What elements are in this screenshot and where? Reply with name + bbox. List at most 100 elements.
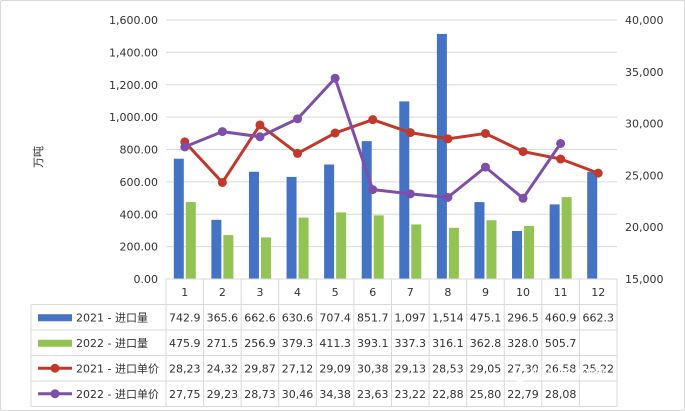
bar [373,215,384,279]
bar [324,164,335,279]
y-right-tick-label: 30,000 [625,118,664,131]
line-point [330,73,340,83]
bar [173,158,184,279]
category-label: 10 [516,286,530,299]
y-right-tick-label: 25,000 [625,169,664,182]
y-left-tick-label: 1,000.00 [109,111,158,124]
data-label: 328.0 [507,337,539,350]
y-left-tick-label: 600.00 [120,176,159,189]
bar [298,217,309,279]
bar [260,237,271,279]
y-left-tick-label: 800.00 [120,144,159,157]
line-point [368,115,378,125]
legend-key-marker [50,363,60,373]
legend-label: 2021 - 进口量 [76,311,148,324]
bar [336,212,347,279]
data-label: 296.5 [507,311,539,324]
data-label: 337.3 [395,337,427,350]
y-left-tick-label: 0.00 [134,273,159,286]
data-label: 24,32 [207,362,239,375]
category-label: 2 [219,286,226,299]
bar [211,219,222,279]
data-label: 27,12 [282,362,314,375]
bar [474,202,485,279]
data-label: 23,63 [357,388,389,401]
data-label: 25,80 [470,388,502,401]
data-label: 1,097 [395,311,427,324]
data-label: 26,58 [545,362,577,375]
data-label: 29,23 [207,388,239,401]
line-point [255,132,265,142]
data-label: 28,23 [169,362,201,375]
category-label: 9 [482,286,489,299]
category-label: 1 [181,286,188,299]
legend-label: 2022 - 进口单价 [76,388,159,401]
watermark-text: 奶业经济观察 [531,368,609,383]
data-label: 662.3 [582,311,614,324]
data-label: 28,53 [432,362,464,375]
line-point [405,189,415,199]
line-point [480,128,490,138]
data-label: 27,75 [169,388,201,401]
line-point [293,114,303,124]
data-label: 22,88 [432,388,464,401]
data-label: 630.6 [282,311,314,324]
bar [448,227,459,279]
data-label: 742.9 [169,311,201,324]
data-label: 28,08 [545,388,577,401]
lines [180,73,603,203]
gridlines [166,19,617,280]
y-right-tick-label: 15,000 [625,273,664,286]
data-label: 475.1 [470,311,502,324]
data-label: 316.1 [432,337,464,350]
data-label: 662.6 [244,311,276,324]
bar [248,171,259,279]
data-label: 30,46 [282,388,314,401]
category-label: 3 [256,286,263,299]
y-left-tick-label: 200.00 [120,241,159,254]
line-point [217,177,227,187]
category-label: 12 [591,286,605,299]
line-point [480,162,490,172]
line-point [255,120,265,130]
series-line [183,118,599,184]
legend-key-marker [50,389,60,399]
line-point [443,192,453,202]
y-axis-right: 15,000 20,000 25,000 30,000 35,000 40,000 [625,14,664,286]
category-label: 5 [332,286,339,299]
data-label: 707.4 [319,311,351,324]
data-label: 379.3 [282,337,314,350]
line-point [518,193,528,203]
data-label: 460.9 [545,311,577,324]
data-label: 365.6 [207,311,239,324]
line-point [180,142,190,152]
series-line [184,76,562,200]
bar [486,220,497,279]
line-point [405,128,415,138]
data-label: 29,05 [470,362,502,375]
line-point [518,147,528,157]
y-right-tick-label: 20,000 [625,221,664,234]
bar [549,204,560,279]
data-label: 29,09 [319,362,351,375]
bar [361,141,372,279]
line-point [368,185,378,195]
y-left-tick-label: 400.00 [120,208,159,221]
category-label: 6 [369,286,376,299]
legend-key [38,314,72,322]
data-label: 29,13 [395,362,427,375]
watermark: 奶业经济观察 [512,366,609,383]
data-label: 28,73 [244,388,276,401]
data-label: 27,30 [507,362,539,375]
y-left-tick-label: 1,200.00 [109,79,158,92]
data-label: 475.9 [169,337,201,350]
y-left-tick-label: 1,400.00 [109,46,158,59]
y-left-tick-label: 1,600.00 [109,14,158,27]
data-label: 393.1 [357,337,389,350]
data-label: 34,38 [319,388,351,401]
bar [185,201,196,279]
bar [561,197,572,279]
line-point [217,127,227,137]
